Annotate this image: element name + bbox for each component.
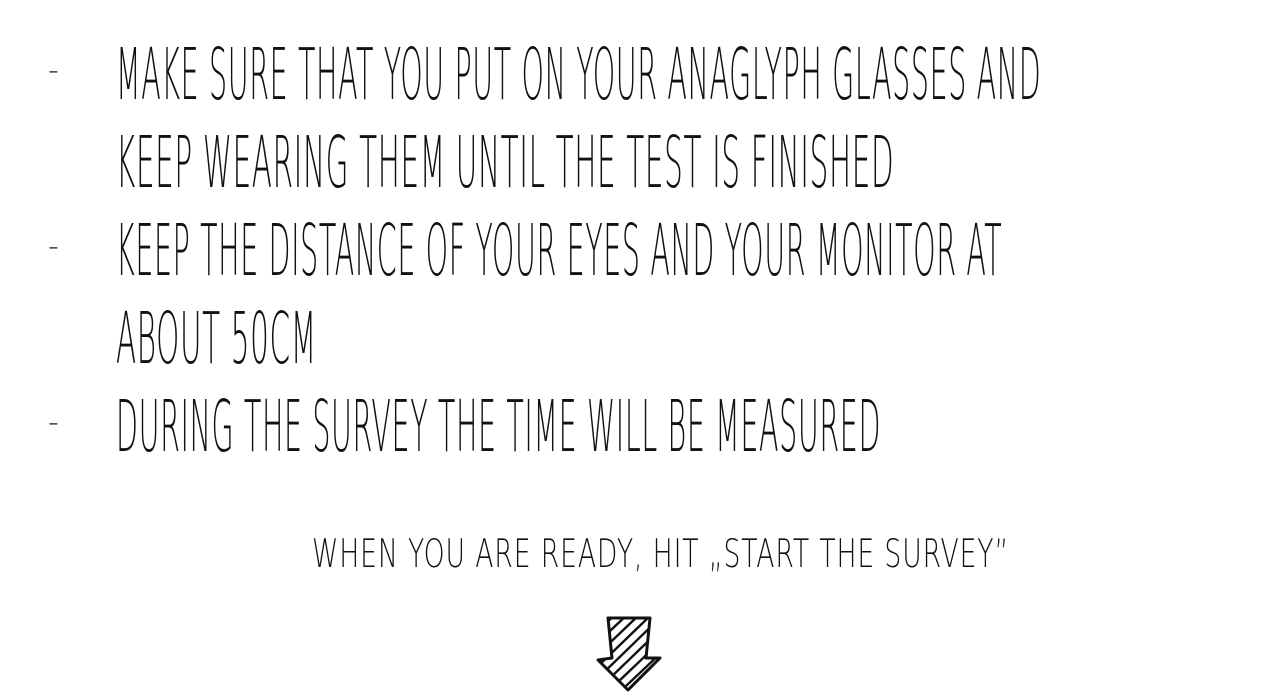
instruction-line: about 50cm [116, 296, 317, 380]
instruction-line: Keep the distance of your eyes and your … [116, 208, 1003, 292]
instruction-item-distance: - Keep the distance of your eyes and you… [48, 206, 1248, 382]
instruction-line: During the survey the time will be measu… [116, 384, 882, 468]
instruction-list: - Make sure that you put on your anaglyp… [48, 30, 1248, 470]
instruction-line: keep wearing them until the test is fini… [116, 120, 895, 204]
start-survey-hint: When you are ready, hit „Start the surve… [312, 532, 1010, 577]
instruction-item-glasses: - Make sure that you put on your anaglyp… [48, 30, 1248, 206]
bullet-dash: - [48, 229, 59, 264]
bullet-dash: - [48, 53, 59, 88]
bullet-dash: - [48, 405, 59, 440]
instruction-item-time: - During the survey the time will be mea… [48, 382, 1248, 470]
down-arrow-icon [596, 616, 662, 692]
instruction-line: Make sure that you put on your anaglyph … [116, 32, 1042, 116]
